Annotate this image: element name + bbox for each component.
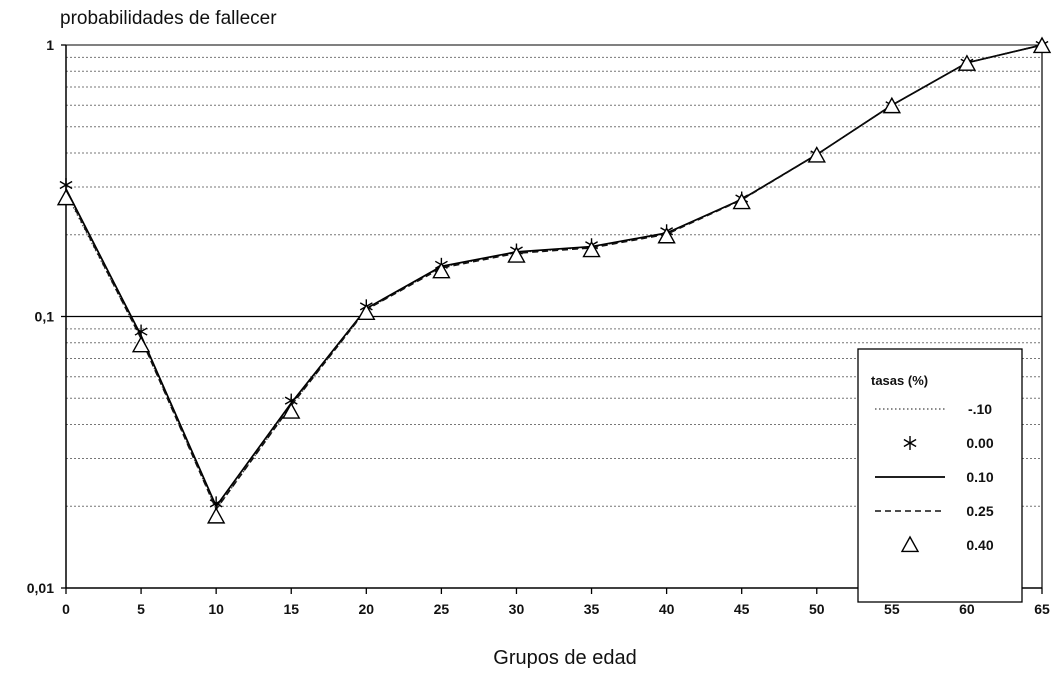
- x-tick-label: 60: [959, 601, 975, 617]
- x-tick-label: 50: [809, 601, 825, 617]
- data-point-triangle: [807, 146, 826, 163]
- legend-box: [857, 348, 1023, 603]
- data-point-triangle: [282, 402, 301, 419]
- data-point-triangle: [206, 507, 226, 524]
- data-point-triangle: [131, 335, 151, 353]
- data-point-triangle: [507, 246, 526, 263]
- tick-labels: 0,010,110 5 10 15 20 25 30 35 40 45 50 55 60 65: [27, 37, 1050, 617]
- legend-item: 0.10: [875, 469, 994, 485]
- legend-label: 0.00: [966, 435, 993, 451]
- asterisk-stroke: [134, 327, 148, 336]
- legend: tasas (%) -.10 0.00 0.10 0.25 0.40: [857, 348, 1023, 603]
- data-point-triangle: [657, 226, 676, 244]
- data-point-triangle: [957, 54, 977, 71]
- data-point-triangle: [1032, 36, 1052, 54]
- x-axis-label: Grupos de edad: [493, 647, 636, 669]
- data-point-triangle: [357, 303, 376, 320]
- data-point-triangle: [56, 188, 76, 206]
- legend-swatch: [903, 436, 917, 450]
- x-tick-label: 20: [359, 601, 375, 617]
- legend-item: 0.25: [875, 503, 994, 519]
- y-tick-label: 1: [46, 37, 54, 53]
- x-tick-label: 25: [434, 601, 450, 617]
- legend-swatch: [900, 535, 920, 553]
- asterisk-stroke: [59, 180, 73, 190]
- legend-item: 0.00: [903, 435, 994, 451]
- x-tick-label: 35: [584, 601, 600, 617]
- x-tick-label: 45: [734, 601, 750, 617]
- legend-label: -.10: [968, 401, 992, 417]
- y-tick-label: 0,01: [27, 580, 54, 596]
- legend-label: 0.25: [966, 503, 993, 519]
- series-3: [65, 44, 1043, 511]
- data-point-triangle: [882, 96, 902, 114]
- asterisk-stroke: [903, 438, 917, 448]
- legend-title: tasas (%): [871, 373, 928, 388]
- x-tick-label: 0: [62, 601, 70, 617]
- y-axis-label: probabilidades de fallecer: [60, 8, 277, 29]
- x-tick-label: 65: [1034, 601, 1050, 617]
- legend-label: 0.10: [966, 469, 993, 485]
- legend-label: 0.40: [966, 537, 993, 553]
- y-tick-label: 0,1: [35, 309, 55, 325]
- x-tick-label: 30: [509, 601, 525, 617]
- data-point-triangle: [582, 240, 601, 258]
- series-group: [56, 36, 1052, 524]
- x-tick-label: 5: [137, 601, 145, 617]
- legend-item: -.10: [875, 401, 992, 417]
- data-point-triangle: [432, 261, 451, 279]
- series-line: [65, 44, 1043, 511]
- x-tick-label: 55: [884, 601, 900, 617]
- series-4: [56, 36, 1052, 524]
- data-point-triangle: [732, 192, 751, 210]
- legend-items: -.10 0.00 0.10 0.25 0.40: [875, 401, 994, 553]
- x-tick-label: 10: [208, 601, 224, 617]
- x-tick-label: 40: [659, 601, 675, 617]
- x-tick-label: 15: [283, 601, 299, 617]
- legend-item: 0.40: [900, 535, 994, 553]
